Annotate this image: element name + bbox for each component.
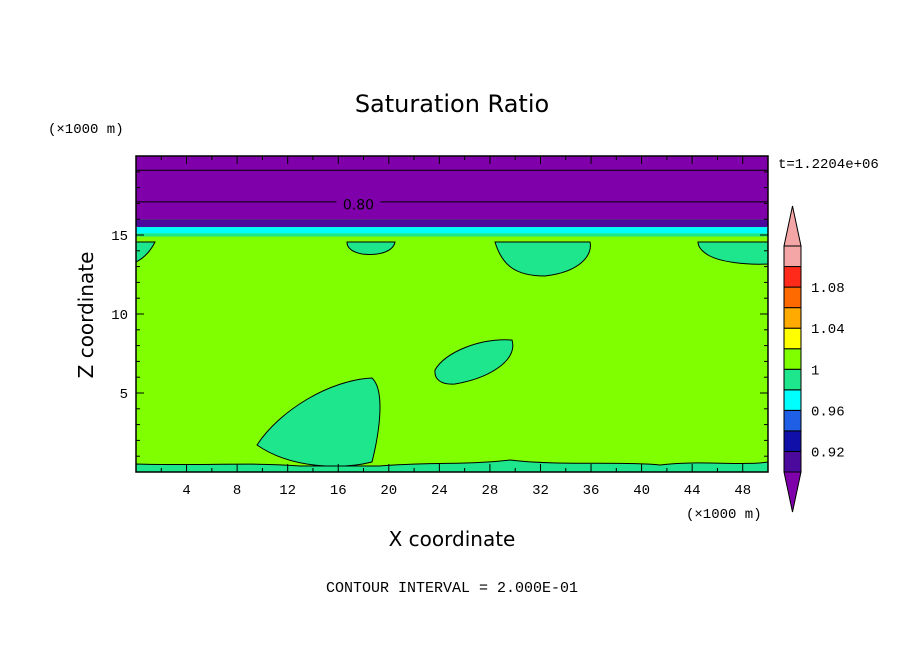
x-tick-label: 32 [532, 483, 549, 499]
x-tick-label: 4 [182, 483, 190, 499]
colorbar-swatch [783, 266, 802, 288]
colorbar-swatch [783, 245, 802, 268]
colorbar-swatch [783, 389, 802, 411]
y-tick-label: 5 [120, 387, 128, 403]
y-unit-label: (×1000 m) [48, 122, 124, 138]
moist-region-lower-plume [256, 377, 381, 467]
y-axis-label: Z coordinate [74, 252, 98, 379]
colorbar-swatch [783, 430, 802, 452]
contour-label-background [336, 193, 381, 208]
colorbar-label: 1.04 [811, 322, 845, 338]
contour-label: 0.80 [343, 198, 374, 214]
x-axis-label: X coordinate [389, 527, 516, 551]
colorbar-label: 1 [811, 363, 819, 379]
colorbar-swatch [783, 409, 802, 432]
colorbar-under-arrow [783, 471, 802, 513]
colorbar-label: 0.96 [811, 404, 845, 420]
colorbar: 0.92 0.96 1 1.04 1.08 [783, 205, 845, 513]
x-tick-label: 28 [482, 483, 499, 499]
x-tick-label: 16 [330, 483, 347, 499]
colorbar-swatch [783, 348, 802, 370]
upper-deep-band [136, 219, 768, 228]
upper-cyan-band [136, 227, 768, 234]
plot-area: 0.80 [135, 156, 769, 473]
chart-title: Saturation Ratio [355, 90, 549, 118]
x-tick-label: 12 [279, 483, 296, 499]
x-tick-label: 48 [734, 483, 751, 499]
moist-region-surface-strip [135, 459, 769, 473]
colorbar-label: 1.08 [811, 281, 845, 297]
time-label: t=1.2204e+06 [778, 157, 879, 173]
moist-region-mid-blob [434, 339, 514, 385]
x-tick-label: 24 [431, 483, 448, 499]
moist-region-upper-right [494, 241, 591, 277]
colorbar-over-arrow [783, 205, 802, 247]
y-tick-label: 10 [111, 308, 128, 324]
x-tick-label: 8 [233, 483, 241, 499]
moist-region-upper-mid [346, 241, 396, 255]
x-tick-label: 44 [684, 483, 701, 499]
contour-interval-footer: CONTOUR INTERVAL = 2.000E-01 [326, 580, 578, 597]
colorbar-label: 0.92 [811, 445, 845, 461]
colorbar-swatch [783, 307, 802, 329]
y-axis: 5 10 15 [111, 171, 768, 457]
tropopause-moist-strip [136, 233, 768, 237]
y-tick-label: 15 [111, 229, 128, 245]
x-axis: 4 8 12 16 20 24 28 32 36 40 44 48 [160, 156, 751, 499]
colorbar-swatch [783, 450, 802, 473]
moist-region-upper-edge [697, 241, 769, 265]
colorbar-swatch [783, 368, 802, 391]
x-tick-label: 20 [380, 483, 397, 499]
x-tick-label: 40 [633, 483, 650, 499]
colorbar-swatch [783, 327, 802, 350]
x-unit-label: (×1000 m) [686, 507, 762, 523]
x-tick-label: 36 [583, 483, 600, 499]
colorbar-swatch [783, 286, 802, 309]
upper-dry-band [136, 156, 768, 220]
